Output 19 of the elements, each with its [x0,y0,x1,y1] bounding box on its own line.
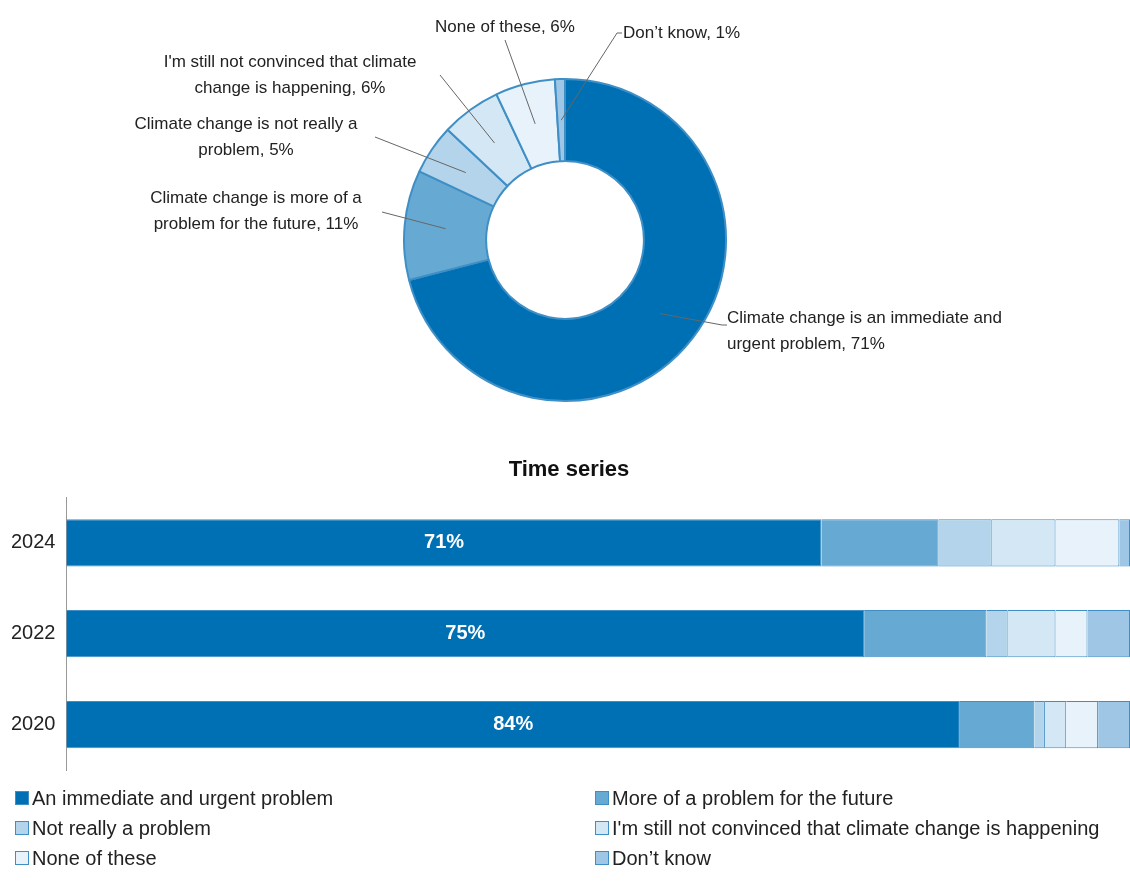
legend-label: Don’t know [612,846,711,870]
data-label: 71% [424,530,465,553]
slice-label: I'm still not convinced that climate change is happening, 6% [163,51,417,97]
legend-label: None of these [32,846,157,870]
slice-label: None of these, 6% [435,16,575,36]
y-tick-label: 2020 [10,712,56,735]
legend-label: More of a problem for the future [612,786,894,810]
y-tick-label: 2022 [10,621,56,644]
data-label: 84% [493,712,534,735]
legend-label: An immediate and urgent problem [32,786,334,810]
y-tick-label: 2024 [10,530,56,553]
slice-label: Climate change is an immediate and urgent problem, 71% [727,307,1002,353]
slice-label: Climate change is not really a problem, 5% [134,113,359,159]
slice-label: Don’t know, 1% [623,22,741,42]
chart-title: Time series [508,456,630,482]
legend-label: Not really a problem [32,816,211,840]
slice-label: Climate change is more of a problem for the future, 11% [150,187,363,233]
data-label: 75% [445,621,486,644]
legend-label: I'm still not convinced that climate change is happening [612,816,1100,840]
